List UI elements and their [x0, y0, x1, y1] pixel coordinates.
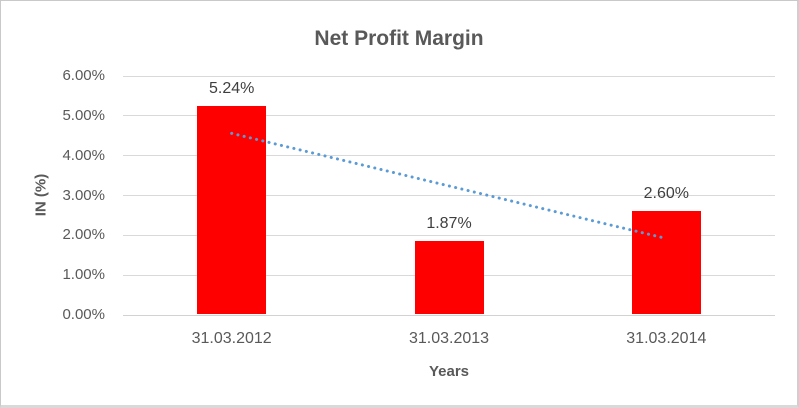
y-tick-label: 0.00%: [62, 306, 105, 323]
bar-value-label: 5.24%: [208, 80, 255, 98]
y-tick-label: 3.00%: [62, 186, 105, 204]
y-tick-label: 5.00%: [62, 106, 105, 124]
x-axis-line: [123, 314, 775, 316]
x-tick-label: 31.03.2012: [191, 330, 272, 347]
chart-title: Net Profit Margin: [314, 27, 484, 50]
bar-value-label: 1.87%: [426, 214, 472, 232]
bar-31.03.2012: [197, 106, 267, 314]
bar-31.03.2014: [631, 211, 701, 314]
bar-value-label: 2.60%: [643, 185, 690, 203]
y-tick-label: 2.00%: [62, 226, 105, 244]
y-tick-label: 6.00%: [62, 67, 105, 84]
x-tick-label: 31.03.2013: [408, 330, 490, 347]
y-tick-label: 4.00%: [62, 146, 105, 164]
gridline: [123, 115, 775, 117]
y-tick-label: 1.00%: [62, 266, 105, 284]
bar-31.03.2013: [414, 240, 484, 314]
x-tick-label: 31.03.2014: [626, 330, 707, 347]
gridline: [123, 75, 775, 77]
x-axis-title: Years: [428, 363, 470, 380]
